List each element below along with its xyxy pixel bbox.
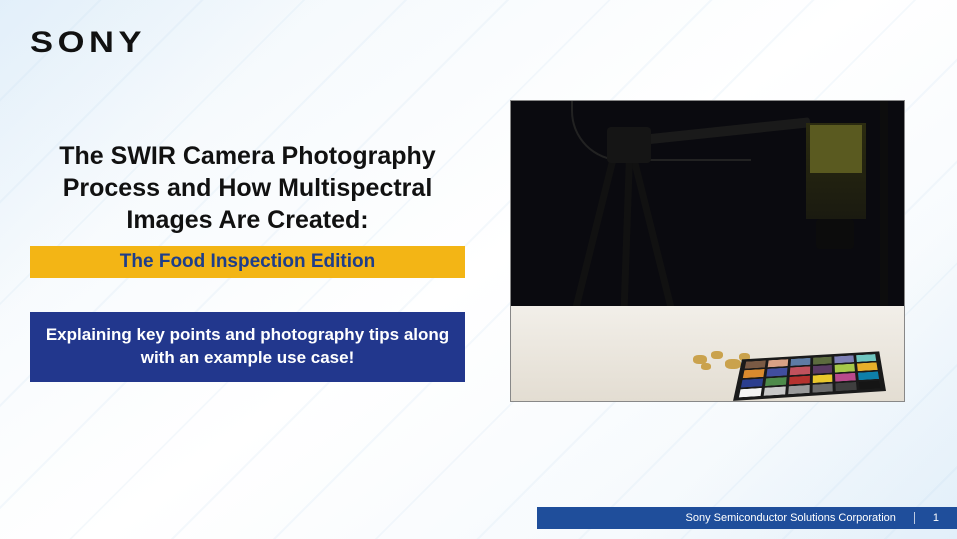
subtitle-bar: The Food Inspection Edition <box>30 246 465 278</box>
checker-swatch <box>836 382 857 391</box>
checker-swatch <box>767 359 787 367</box>
tripod-leg <box>620 151 633 331</box>
checker-swatch <box>743 369 765 378</box>
text-column: The SWIR Camera Photography Process and … <box>30 140 465 382</box>
checker-swatch <box>857 362 877 370</box>
slide-title: The SWIR Camera Photography Process and … <box>30 140 465 236</box>
checker-swatch <box>765 377 786 386</box>
checker-swatch <box>812 383 833 392</box>
checker-swatch <box>789 375 810 384</box>
checker-swatch <box>812 365 832 373</box>
checker-swatch <box>790 358 810 366</box>
crumb <box>725 359 741 369</box>
crumb <box>711 351 723 359</box>
checker-swatch <box>813 357 832 365</box>
checker-swatch <box>835 355 855 363</box>
checker-swatch <box>835 373 856 382</box>
checker-swatch <box>741 378 763 387</box>
checker-swatch <box>789 366 809 374</box>
tripod-leg <box>567 151 619 332</box>
footer-org: Sony Semiconductor Solutions Corporation <box>686 512 896 524</box>
checker-swatch <box>739 388 762 398</box>
checker-swatch <box>745 361 766 369</box>
checker-swatch <box>788 385 809 394</box>
callout-box: Explaining key points and photography ti… <box>30 312 465 382</box>
slide: SONY The SWIR Camera Photography Process… <box>0 0 957 539</box>
tripod-head <box>607 127 651 163</box>
footer-page: 1 <box>933 512 939 524</box>
checker-swatch <box>858 371 879 380</box>
crumb <box>701 363 711 370</box>
camera-lens <box>816 219 854 249</box>
checker-swatch <box>859 380 880 389</box>
hero-photo <box>510 100 905 402</box>
checker-swatch <box>856 354 876 362</box>
footer-separator <box>914 512 915 524</box>
camera-board <box>810 125 862 173</box>
brand-logo: SONY <box>30 26 146 60</box>
checker-swatch <box>766 368 787 377</box>
checker-swatch <box>763 386 785 395</box>
checker-swatch <box>835 364 855 372</box>
checker-swatch <box>812 374 832 383</box>
footer-bar: Sony Semiconductor Solutions Corporation… <box>537 507 957 529</box>
tripod-leg <box>629 151 681 332</box>
